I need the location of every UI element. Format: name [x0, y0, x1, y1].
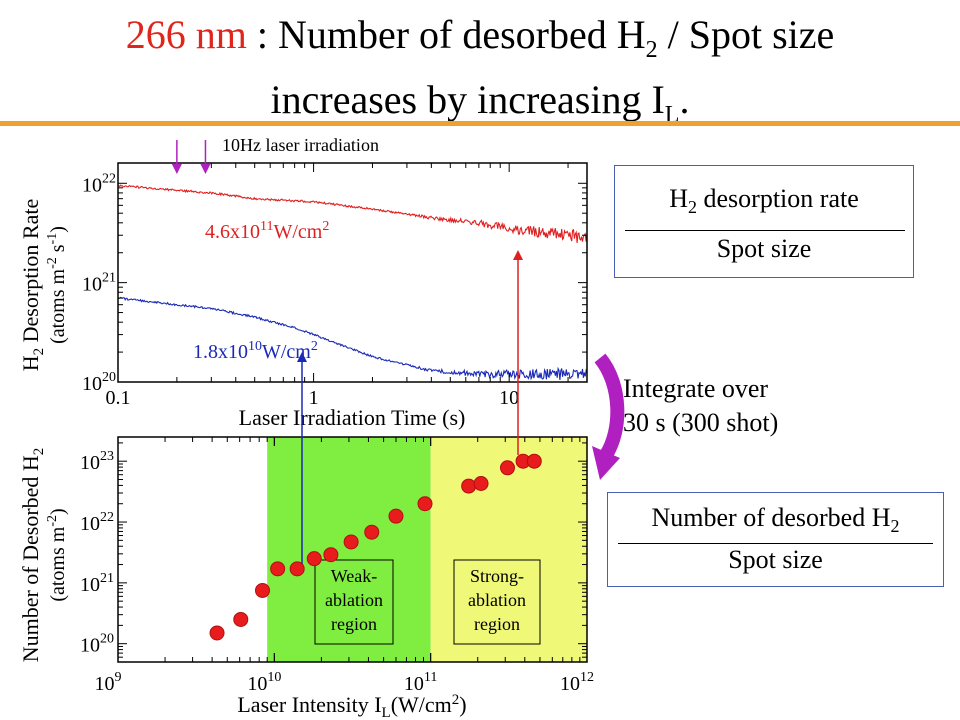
bottom-y-axis-label-line2: (atoms m-2): [45, 508, 69, 601]
strong-region-label-line: region: [474, 614, 520, 634]
integrate-line2: 30 s (300 shot): [623, 408, 779, 437]
bottom-x-tick-label: 1012: [560, 670, 594, 695]
title-period: .: [679, 77, 690, 122]
integrate-arrow-head: [592, 446, 620, 480]
rate-numerator-sub: 2: [688, 197, 698, 218]
top-chart-frame: [117, 162, 588, 383]
bottom-y-tick-label: 1022: [80, 510, 114, 535]
number-numerator-text: Number of desorbed H: [651, 503, 891, 532]
ablation-regions: [267, 437, 587, 662]
top-y-axis-label-line1: H2 Desorption Rate: [18, 199, 47, 371]
rate-denominator: Spot size: [716, 234, 812, 263]
connector-arrows: [297, 250, 523, 564]
integrate-text: Integrate over 30 s (300 shot): [623, 372, 778, 440]
top-chart: 0.1 1 10 1020 1021 1022 4.6x1011W/cm2 1.8x101…: [18, 140, 588, 430]
top-y-tick-label: 1020: [82, 370, 116, 395]
bottom-x-tick-label: 1011: [404, 670, 437, 695]
red-connector-arrowhead: [513, 250, 523, 260]
rate-fraction-line: [625, 230, 905, 231]
weak-region-label-line: ablation: [325, 590, 383, 610]
laser-irradiation-label: 10Hz laser irradiation: [222, 135, 379, 155]
data-point: [364, 524, 380, 540]
weak-region-label-line: Weak-: [331, 566, 378, 586]
desorption-rate-box: H2 desorption rate Spot size: [614, 165, 914, 278]
data-point: [209, 625, 225, 641]
title-line-2: increases by increasing IL.: [0, 75, 960, 140]
data-point: [306, 551, 322, 567]
number-denominator: Spot size: [728, 545, 823, 574]
bottom-x-axis-label: Laser Intensity IL(W/cm2): [237, 692, 466, 720]
top-x-tick-label: 1: [309, 387, 319, 409]
weak-region-label-line: region: [331, 614, 377, 634]
title-line1-text: : Number of desorbed H: [246, 12, 646, 57]
title-wavelength: 266 nm: [125, 12, 247, 57]
title-line-1: 266 nm : Number of desorbed H2 / Spot si…: [0, 10, 960, 75]
top-ticks: 0.1 1 10 1020 1021 1022: [82, 163, 587, 409]
top-y-tick-label: 1022: [82, 171, 116, 196]
weak-ablation-region: [267, 437, 431, 662]
red-series-label: 4.6x1011W/cm2: [205, 219, 329, 243]
rate-numerator-rest: desorption rate: [697, 184, 859, 213]
laser-arrows: [171, 140, 211, 174]
number-fraction-line: [618, 543, 933, 544]
blue-series-label: 1.8x1010W/cm2: [193, 339, 318, 363]
number-desorbed-box: Number of desorbed H2 Spot size: [607, 492, 944, 587]
data-point: [499, 460, 515, 476]
laser-arrow-head-1: [200, 164, 211, 174]
strong-region-label-line: ablation: [468, 590, 526, 610]
top-y-axis-label-line2: (atoms m-2 s-1): [45, 226, 69, 344]
data-point: [289, 561, 305, 577]
title-sub-2: 2: [645, 37, 658, 63]
bottom-ticks: 109 1010 1011 1012 1020 1021 1022 1023: [80, 437, 594, 695]
data-point: [417, 496, 433, 512]
data-point: [526, 453, 542, 469]
data-point: [343, 534, 359, 550]
title-rule: [0, 121, 960, 126]
bottom-y-axis-label: Number of Desorbed H2 (atoms m-2): [18, 448, 69, 663]
rate-numerator-text: H: [669, 184, 689, 213]
bottom-chart-frame: [117, 436, 588, 663]
data-point: [233, 611, 249, 627]
slide-title: 266 nm : Number of desorbed H2 / Spot si…: [0, 10, 960, 140]
data-point: [473, 476, 489, 492]
strong-region-label-box: [453, 559, 541, 645]
top-series-line-0: [117, 184, 588, 243]
title-line2-text: increases by increasing I: [270, 77, 665, 122]
data-point: [461, 478, 477, 494]
title-line1-tail: / Spot size: [657, 12, 835, 57]
blue-connector-arrowhead: [297, 352, 307, 362]
strong-region-label-line: Strong-: [470, 566, 524, 586]
weak-region-label-box: [314, 559, 394, 645]
rate-numerator: H2 desorption rate: [615, 184, 913, 218]
data-point: [388, 508, 404, 524]
top-series-line-1: [117, 296, 588, 381]
bottom-x-tick-label: 109: [95, 670, 122, 695]
data-point: [254, 582, 270, 598]
data-point: [323, 547, 339, 563]
top-y-tick-label: 1021: [82, 271, 116, 296]
bottom-x-tick-label: 1010: [247, 670, 281, 695]
region-labels: Weak-ablation region Strong-ablation region: [314, 559, 541, 645]
top-x-tick-label: 10: [499, 387, 519, 409]
bottom-chart: 109 1010 1011 1012 1020 1021 1022 1023 Weak-abl…: [18, 436, 594, 720]
bottom-points: [209, 453, 542, 641]
bottom-y-tick-label: 1023: [80, 449, 114, 474]
bottom-y-tick-label: 1020: [80, 632, 114, 657]
integrate-line1: Integrate over: [623, 374, 769, 403]
top-x-tick-label: 0.1: [106, 387, 131, 409]
number-numerator-sub: 2: [890, 516, 900, 537]
bottom-y-tick-label: 1021: [80, 571, 114, 596]
laser-arrow-head-0: [171, 164, 182, 174]
bottom-y-axis-label-line1: Number of Desorbed H2: [18, 448, 47, 663]
integrate-arrow: [592, 353, 625, 480]
integrate-arrow-body: [594, 353, 625, 459]
top-x-axis-label: Laser Irradiation Time (s): [239, 405, 466, 430]
data-point: [270, 561, 286, 577]
top-y-axis-label: H2 Desorption Rate (atoms m-2 s-1): [18, 199, 69, 371]
number-numerator: Number of desorbed H2: [608, 503, 943, 537]
top-series-group: [117, 184, 588, 381]
